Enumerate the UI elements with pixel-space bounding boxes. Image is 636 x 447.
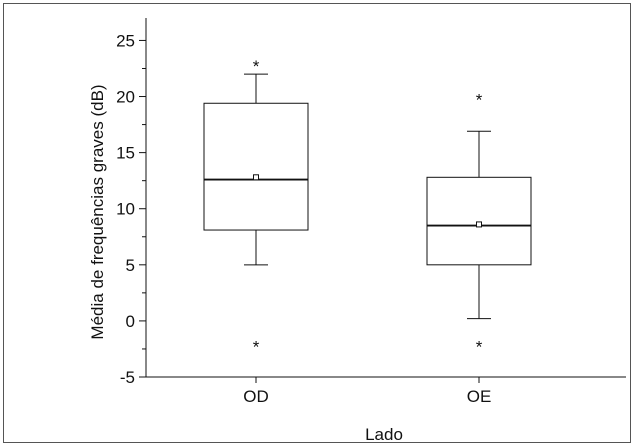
box-od: **	[203, 57, 309, 356]
outlier-marker: *	[476, 91, 483, 110]
box-iqr	[426, 176, 532, 266]
y-tick-label: 10	[116, 200, 135, 219]
x-axis-label: Lado	[365, 425, 403, 444]
outlier-marker: *	[476, 337, 483, 356]
y-tick-label: -5	[120, 368, 135, 387]
x-tick-label: OE	[467, 387, 492, 406]
y-tick-label: 0	[126, 312, 135, 331]
box-iqr	[203, 102, 309, 231]
y-tick-label: 25	[116, 31, 135, 50]
box-oe: **	[426, 91, 532, 356]
y-tick-label: 5	[126, 256, 135, 275]
y-tick-label: 20	[116, 88, 135, 107]
y-tick-label: 15	[116, 144, 135, 163]
mean-marker	[476, 221, 482, 228]
y-axis-label: Média de frequências graves (dB)	[88, 84, 107, 339]
mean-marker	[253, 174, 259, 181]
outlier-marker: *	[253, 57, 260, 76]
x-tick-label: OD	[243, 387, 269, 406]
outlier-marker: *	[253, 337, 260, 356]
